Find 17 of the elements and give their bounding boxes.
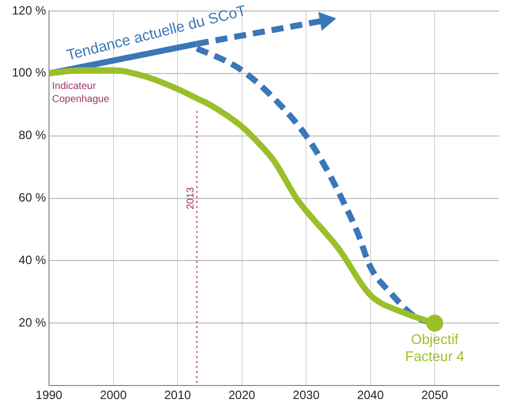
y-tick-label: 120 % bbox=[12, 3, 46, 18]
y-tick-label: 20 % bbox=[18, 315, 46, 330]
annotation: Objectif Facteur 4 bbox=[405, 331, 464, 364]
x-tick-label: 2040 bbox=[357, 388, 384, 402]
y-tick-label: 100 % bbox=[12, 66, 46, 80]
x-tick-label: 2030 bbox=[292, 388, 320, 402]
x-tick-label: 1990 bbox=[36, 388, 63, 402]
x-tick-label: 2020 bbox=[228, 388, 256, 402]
x-tick-label: 2000 bbox=[100, 388, 127, 402]
annotation: Indicateur Copenhague bbox=[52, 81, 110, 106]
ref-line-label: 2013 bbox=[186, 186, 197, 210]
text: Tendance actuelle du SCoT bbox=[64, 2, 248, 64]
y-tick-label: 60 % bbox=[18, 190, 46, 205]
x-tick-label: 2010 bbox=[164, 388, 192, 402]
x-tick-label: 2050 bbox=[421, 388, 448, 402]
y-tick-label: 40 % bbox=[18, 253, 46, 268]
y-tick-label: 80 % bbox=[18, 128, 46, 142]
